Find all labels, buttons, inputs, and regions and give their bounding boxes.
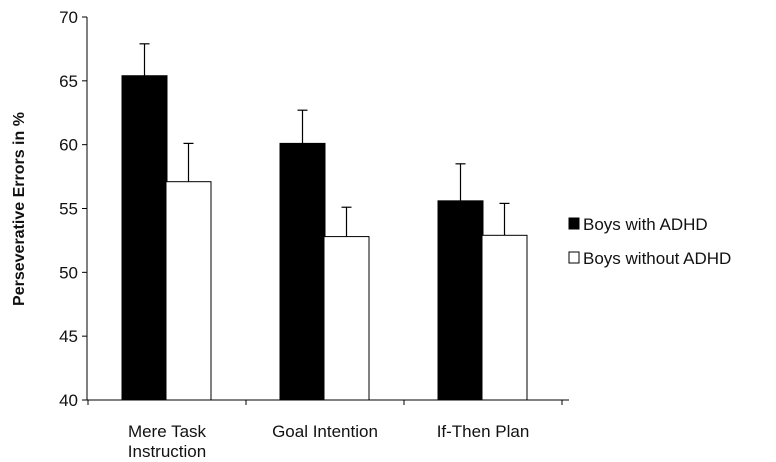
x-tick-label: If-Then Plan	[437, 422, 530, 441]
y-tick-label: 45	[59, 327, 78, 346]
bar	[437, 200, 484, 401]
bar	[279, 142, 326, 401]
x-tick-label: Goal Intention	[272, 422, 378, 441]
bar	[481, 234, 528, 401]
x-tick-label-line: Goal Intention	[272, 422, 378, 441]
legend-label: Boys without ADHD	[583, 249, 731, 268]
bar	[165, 181, 212, 401]
legend-label: Boys with ADHD	[583, 215, 708, 234]
y-tick-label: 60	[59, 136, 78, 155]
y-tick-label: 40	[59, 391, 78, 410]
x-tick-label-line: If-Then Plan	[437, 422, 530, 441]
legend-swatch	[568, 217, 580, 230]
legend-swatch	[568, 251, 580, 264]
x-tick-label-line: Instruction	[128, 442, 206, 461]
y-tick-label: 65	[59, 72, 78, 91]
x-tick-label: Mere Task Instruction	[128, 422, 207, 461]
x-tick-label-line: Mere Task	[128, 422, 207, 441]
y-tick-label: 50	[59, 263, 78, 282]
bar	[323, 236, 370, 401]
legend: Boys with ADHD Boys without ADHD	[568, 215, 731, 268]
y-axis-label: Perseverative Errors in %	[11, 112, 28, 306]
plot-area: 40 45 50 55 60 65 70 Mere Task Instruction Goal I…	[59, 8, 569, 461]
y-tick-label: 70	[59, 8, 78, 27]
bar	[121, 75, 168, 401]
y-tick-label: 55	[59, 200, 78, 219]
